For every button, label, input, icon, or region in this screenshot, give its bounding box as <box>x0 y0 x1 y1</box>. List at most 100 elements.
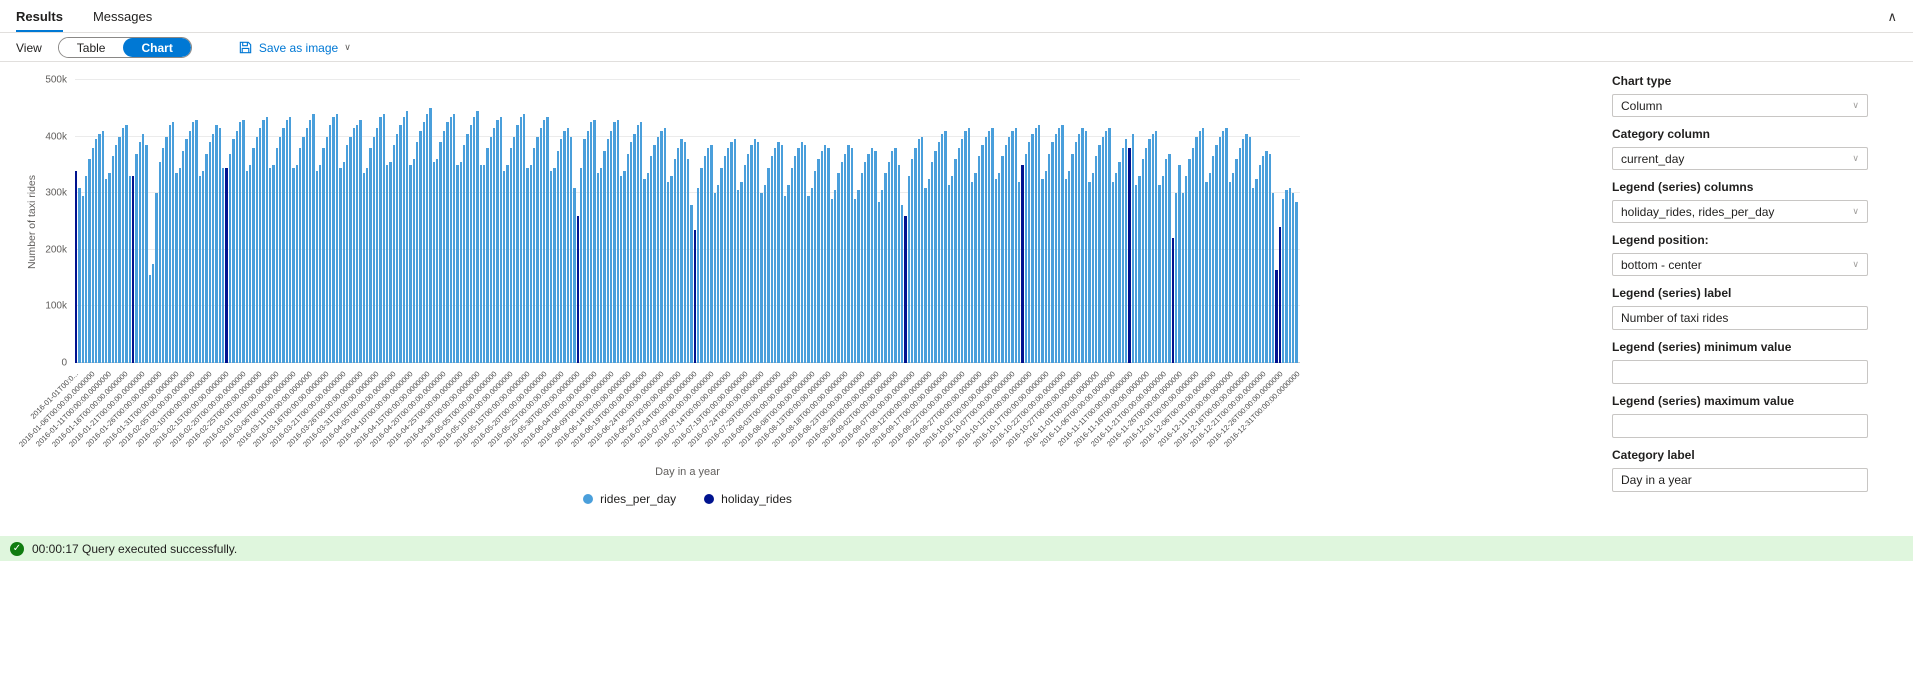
column-bar <box>1185 176 1188 363</box>
column-bar <box>325 136 329 363</box>
column-bar <box>820 150 823 363</box>
column-bar <box>830 198 834 363</box>
bars <box>75 80 1300 363</box>
column-bar <box>1101 136 1104 363</box>
column-bar <box>305 128 309 363</box>
category-column-dropdown[interactable]: current_day ∨ <box>1612 147 1868 170</box>
save-as-image-button[interactable]: Save as image ∨ <box>238 40 351 55</box>
legend-series-label-input[interactable] <box>1612 306 1868 330</box>
column-bar <box>1148 139 1151 363</box>
column-bar <box>840 162 844 363</box>
column-bar <box>188 130 192 363</box>
column-bar <box>1155 130 1158 363</box>
gridline <box>75 79 1300 80</box>
column-bar <box>797 147 800 363</box>
column-bar <box>747 153 750 363</box>
y-axis-tick-label: 100k <box>45 300 67 312</box>
column-bar <box>192 122 195 363</box>
column-bar <box>690 204 693 363</box>
column-bar <box>309 119 312 363</box>
holiday-column-bar <box>225 167 228 363</box>
column-bar <box>1038 125 1041 363</box>
column-bar <box>1138 176 1141 363</box>
column-bar <box>452 113 456 363</box>
column-bar <box>389 162 392 363</box>
column-bar <box>402 116 406 363</box>
legend-dot <box>583 494 594 504</box>
column-bar <box>108 173 111 363</box>
column-bar <box>850 147 854 363</box>
tab-messages[interactable]: Messages <box>93 0 152 32</box>
column-bar <box>897 164 900 363</box>
column-bar <box>121 128 125 363</box>
column-bar <box>854 198 857 363</box>
legend-label: rides_per_day <box>600 492 677 506</box>
column-bar <box>503 170 506 363</box>
column-bar <box>549 170 553 363</box>
column-bar <box>1205 181 1208 363</box>
column-bar <box>1175 193 1178 363</box>
table-view-button[interactable]: Table <box>58 38 124 57</box>
column-bar <box>864 162 867 363</box>
column-bar <box>1074 142 1078 363</box>
column-bar <box>1114 173 1118 363</box>
column-bar <box>994 179 997 363</box>
column-bar <box>105 179 108 363</box>
chart-legend: rides_per_day holiday_rides <box>75 492 1300 506</box>
column-bar <box>289 116 292 363</box>
column-bar <box>1078 133 1081 363</box>
legend-item-holiday-rides[interactable]: holiday_rides <box>704 492 792 506</box>
column-bar <box>339 167 342 363</box>
holiday-column-bar <box>1278 227 1282 363</box>
column-bar <box>1061 125 1064 363</box>
column-bar <box>212 133 215 363</box>
column-bar <box>1241 139 1245 363</box>
column-bar <box>860 173 864 363</box>
column-bar <box>1044 170 1048 363</box>
column-bar <box>720 167 723 363</box>
column-bar <box>85 176 88 363</box>
chart-view-button[interactable]: Chart <box>123 38 191 57</box>
column-bar <box>439 142 442 363</box>
column-bar <box>238 122 242 363</box>
legend-item-rides-per-day[interactable]: rides_per_day <box>583 492 676 506</box>
chart-settings-panel: Chart type Column ∨ Category column current_… <box>1612 74 1868 502</box>
column-bar <box>101 130 105 363</box>
column-bar <box>1178 164 1181 363</box>
column-bar <box>630 142 633 363</box>
column-bar <box>359 119 362 363</box>
legend-series-maximum-value-input[interactable] <box>1612 414 1868 438</box>
collapse-pane-icon[interactable]: ∧ <box>1887 8 1897 24</box>
chart-toolbar: View Table Chart Save as image ∨ <box>0 34 1913 62</box>
column-bar <box>1245 133 1248 363</box>
column-bar <box>185 139 188 363</box>
column-bar <box>489 136 492 363</box>
category-label-input[interactable] <box>1612 468 1868 492</box>
column-bar <box>1084 130 1088 363</box>
tab-results-label: Results <box>16 8 63 24</box>
y-axis-tick-label: 0 <box>61 357 67 369</box>
column-bar <box>1134 184 1138 363</box>
column-bar <box>218 128 222 363</box>
column-bar <box>589 122 593 363</box>
column-bar <box>650 156 653 363</box>
column-bar <box>663 128 666 363</box>
legend-series-minimum-value-input[interactable] <box>1612 360 1868 384</box>
column-bar <box>977 156 981 363</box>
column-bar <box>793 156 797 363</box>
legend-position-dropdown[interactable]: bottom - center ∨ <box>1612 253 1868 276</box>
column-bar <box>385 164 389 363</box>
column-bar <box>700 167 703 363</box>
column-bar <box>974 173 977 363</box>
field-group-legend-series-columns: Legend (series) columns holiday_rides, ri… <box>1612 180 1868 223</box>
column-bar <box>763 184 767 363</box>
chart-type-dropdown[interactable]: Column ∨ <box>1612 94 1868 117</box>
legend-series-columns-dropdown[interactable]: holiday_rides, rides_per_day ∨ <box>1612 200 1868 223</box>
column-bar <box>1288 187 1292 363</box>
column-bar <box>914 147 917 363</box>
field-label: Legend (series) minimum value <box>1612 340 1792 354</box>
tab-results[interactable]: Results <box>16 0 63 32</box>
column-bar <box>656 136 660 363</box>
column-bar <box>717 184 720 363</box>
column-bar <box>640 122 643 363</box>
